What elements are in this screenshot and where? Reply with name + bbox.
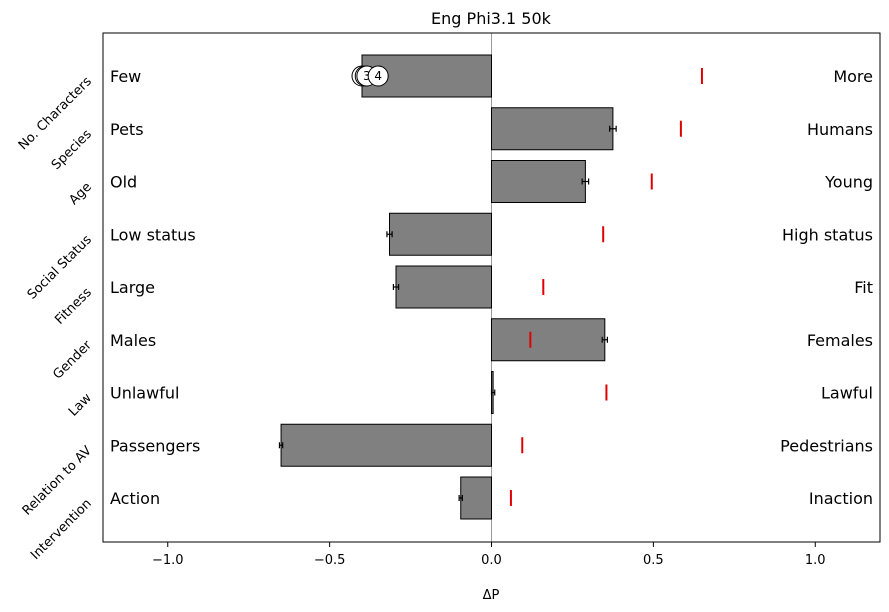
right-label-5: Females xyxy=(807,331,873,350)
rank-marker-label-3: 4 xyxy=(374,69,382,83)
x-tick-label-2: 0.0 xyxy=(481,553,502,568)
left-label-0: Few xyxy=(110,67,141,86)
right-label-0: More xyxy=(833,67,873,86)
right-label-6: Lawful xyxy=(821,384,873,403)
x-tick-label-3: 0.5 xyxy=(643,553,664,568)
left-label-6: Unlawful xyxy=(110,384,179,403)
dimension-label-4: Fitness xyxy=(52,285,95,328)
left-label-2: Old xyxy=(110,173,137,192)
bar-5 xyxy=(491,318,606,362)
left-label-7: Passengers xyxy=(110,436,200,455)
left-label-4: Large xyxy=(110,278,155,297)
bar-2 xyxy=(491,160,586,203)
rank-marker-3 xyxy=(367,65,389,87)
chart-title: Eng Phi3.1 50k xyxy=(431,9,552,28)
right-label-2: Young xyxy=(824,173,873,192)
rank-marker-label-2: 3 xyxy=(363,69,371,83)
bar-7 xyxy=(280,423,492,467)
x-axis-label: ΔP xyxy=(483,588,500,603)
dimension-label-1: Species xyxy=(49,127,95,173)
right-label-3: High status xyxy=(782,225,873,244)
bar-8 xyxy=(460,476,492,520)
x-tick-label-1: −0.5 xyxy=(314,553,346,568)
right-label-7: Pedestrians xyxy=(780,436,873,455)
bar-1 xyxy=(491,107,614,151)
x-axis: −1.0 −0.5 0.0 0.5 1.0 xyxy=(152,542,826,568)
bar-3 xyxy=(389,212,492,256)
left-label-3: Low status xyxy=(110,225,196,244)
left-label-8: Action xyxy=(110,489,160,508)
dimension-label-2: Age xyxy=(66,180,94,208)
x-tick-label-4: 1.0 xyxy=(805,553,826,568)
dimension-label-5: Gender xyxy=(50,338,95,383)
right-label-8: Inaction xyxy=(809,489,873,508)
bar-0 xyxy=(361,54,492,98)
right-label-1: Humans xyxy=(807,120,873,139)
left-label-5: Males xyxy=(110,331,156,350)
bar-4 xyxy=(395,265,492,309)
left-label-1: Pets xyxy=(110,120,144,139)
dimension-label-6: Law xyxy=(66,390,95,419)
x-tick-label-0: −1.0 xyxy=(152,553,184,568)
right-label-4: Fit xyxy=(854,278,873,297)
